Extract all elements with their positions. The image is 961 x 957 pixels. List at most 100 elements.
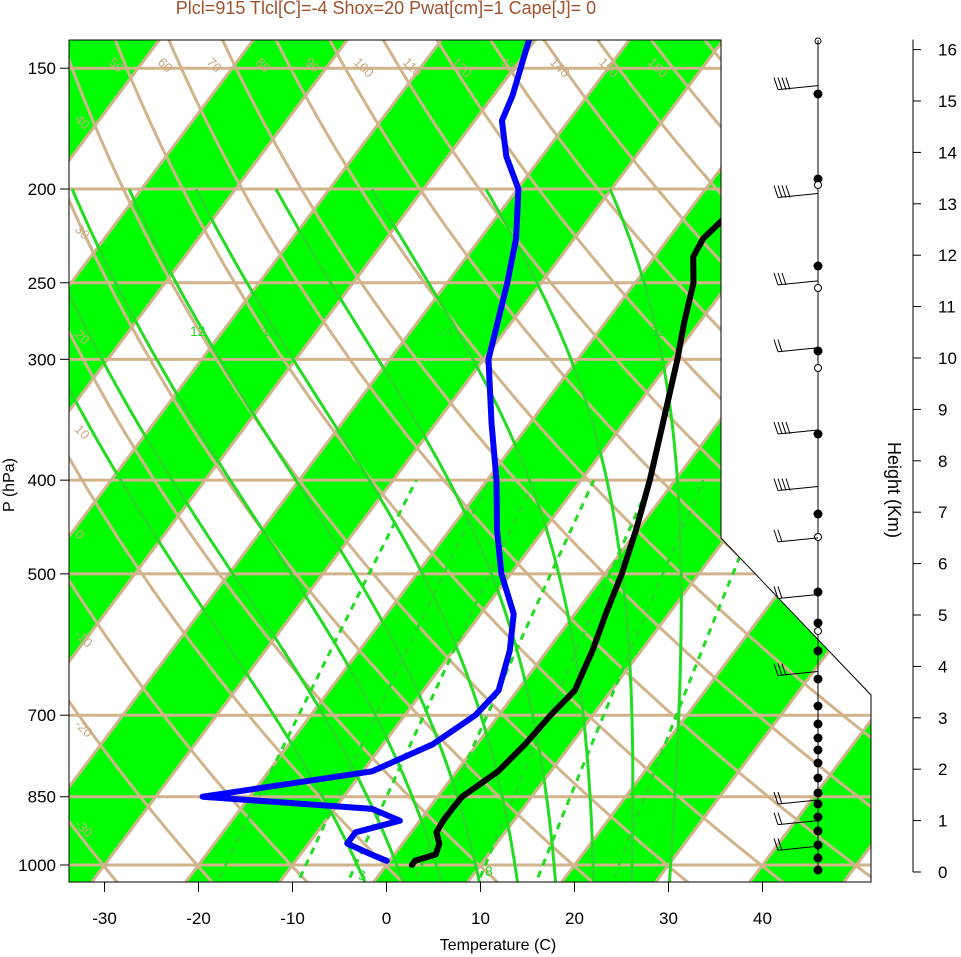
- wind-barb-flag: [785, 77, 791, 90]
- isotherm-line: [932, 0, 961, 889]
- wind-barb-flag: [777, 791, 783, 805]
- pressure-axis: 1001502002503004005007008501000: [18, 59, 69, 875]
- x-axis-label: Temperature (C): [440, 937, 556, 954]
- wind-barb-shaft: [777, 429, 819, 435]
- height-tick-label: 0: [938, 863, 947, 882]
- height-tick-label: 5: [938, 606, 947, 625]
- dry-adiabat: [69, 40, 316, 882]
- wind-barb-flag: [777, 478, 783, 491]
- wind-level-marker: [813, 89, 823, 99]
- wind-level-marker: [814, 37, 822, 45]
- mixing-ratio-label: 16: [262, 323, 278, 339]
- dry-adiabat: [69, 40, 794, 882]
- wind-level-marker: [813, 346, 823, 356]
- pressure-tick-label: 250: [28, 274, 56, 293]
- height-axis-label: Height (Km): [884, 442, 904, 538]
- moist-adiabat: [194, 188, 520, 882]
- mixing-ratio-line: [473, 479, 653, 882]
- wind-barb: [773, 812, 819, 826]
- temperature-tick-label: 40: [753, 909, 772, 928]
- wind-barb-shaft: [777, 193, 819, 199]
- wind-level-marker: [813, 733, 823, 743]
- chart-title: Plcl=915 Tlcl[C]=-4 Shox=20 Pwat[cm]=1 C…: [176, 0, 596, 18]
- isotherm-line: [69, 40, 378, 882]
- height-tick-label: 6: [938, 555, 947, 574]
- moist-adiabat: [69, 188, 370, 882]
- pressure-tick-label: 300: [28, 350, 56, 369]
- temperature-tick-label: 0: [382, 909, 391, 928]
- temperature-band: [69, 40, 470, 882]
- mixing-ratio-line: [409, 479, 596, 882]
- dry-adiabat: [69, 40, 698, 882]
- isotherm-line: [84, 40, 848, 882]
- moist-adiabat: [370, 188, 596, 882]
- dry-adiabat: [114, 40, 871, 882]
- wind-level-marker: [813, 773, 823, 783]
- pressure-tick-label: 1000: [18, 856, 56, 875]
- wind-barb: [773, 421, 819, 435]
- wind-level-marker: [813, 261, 823, 271]
- dry-adiabat-label: 0: [727, 456, 742, 472]
- temperature-tick-label: -10: [280, 909, 305, 928]
- dry-adiabat: [69, 40, 602, 882]
- wind-level-marker: [813, 719, 823, 729]
- moist-adiabat: [70, 188, 445, 882]
- wind-level-marker: [814, 627, 822, 635]
- wind-barb: [773, 586, 819, 599]
- wind-barb-flag: [777, 185, 783, 198]
- dry-adiabat-label: -30: [845, 644, 869, 668]
- wind-barb-flag: [777, 663, 783, 676]
- dry-adiabat: [69, 40, 220, 882]
- dry-adiabat: [0, 0, 28, 889]
- wind-level-marker: [813, 812, 823, 822]
- isotherm-line: [69, 40, 566, 882]
- temperature-tick-label: 30: [659, 909, 678, 928]
- mixing-ratio-line: [293, 479, 491, 882]
- wind-barb: [773, 478, 819, 491]
- wind-barb-flag: [777, 812, 783, 825]
- pressure-tick-label: 850: [28, 788, 56, 807]
- isotherm-line: [272, 40, 871, 882]
- wind-level-marker: [813, 826, 823, 836]
- wind-barb-flag: [781, 185, 787, 198]
- dry-adiabat: [69, 40, 411, 882]
- wind-barb-flag: [781, 421, 787, 435]
- plot-frame: [68, 39, 872, 883]
- wind-barb-shaft: [777, 85, 819, 91]
- dry-adiabat: [211, 40, 871, 882]
- dry-adiabat: [309, 40, 871, 882]
- y-axis-label: P (hPa): [1, 458, 18, 512]
- moist-adiabat: [608, 188, 683, 882]
- temperature-axis: -30 -20 -10 0 10 20 30 40: [92, 882, 772, 928]
- wind-barb: [773, 663, 819, 677]
- temperature-tick-label: -20: [186, 909, 211, 928]
- wind-barb: [773, 339, 819, 353]
- temperature-tick-label: 20: [565, 909, 584, 928]
- isotherm-line: [69, 40, 754, 882]
- pressure-tick-label: 200: [28, 180, 56, 199]
- wind-barb-shaft: [777, 280, 819, 286]
- pressure-tick-label: 400: [28, 471, 56, 490]
- wind-level-marker: [813, 618, 823, 628]
- wind-barb: [773, 791, 819, 805]
- wind-barb-flag: [773, 791, 779, 805]
- height-tick-label: 1: [938, 812, 947, 831]
- pressure-tick-label: 150: [28, 59, 56, 78]
- temperature-tick-label: -30: [92, 909, 117, 928]
- pressure-tick-label: 700: [28, 706, 56, 725]
- wind-barb-flag: [785, 421, 791, 435]
- wind-barb: [773, 185, 819, 199]
- height-tick-label: 13: [938, 195, 957, 214]
- wind-barb-flag: [777, 838, 783, 851]
- wind-barb-flag: [773, 272, 779, 286]
- wind-barb-flag: [777, 586, 783, 599]
- wind-level-marker: [813, 674, 823, 684]
- wind-barb-flag: [777, 272, 783, 286]
- mixing-ratio-line: [212, 479, 418, 882]
- wind-barb: [773, 272, 819, 286]
- wind-barb-flag: [773, 529, 779, 543]
- height-tick-label: 15: [938, 92, 957, 111]
- temperature-band: [69, 40, 846, 882]
- mixing-ratio-line: [608, 479, 773, 882]
